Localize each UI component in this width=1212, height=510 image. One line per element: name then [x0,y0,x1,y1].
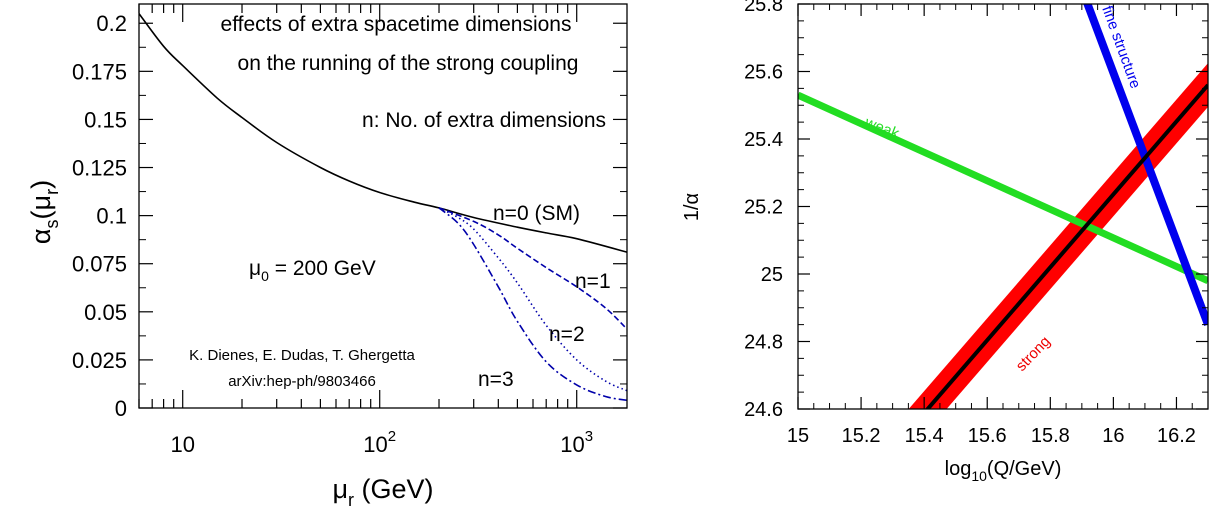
right-x-tick-label: 15.4 [905,425,944,447]
label-n3: n=3 [478,368,514,391]
left-x-axis-label: μr (GeV) [332,474,433,510]
left-tick-labels: 0 0.025 0.05 0.075 0.1 0.125 0.15 0.175 0.2 10 102… [72,11,593,457]
right-lines [798,4,1208,409]
right-x-tick-label: 15.6 [968,425,1007,447]
right-plot-frame [797,3,1209,410]
label-strong: strong [1013,333,1054,375]
left-chart: 0 0.025 0.05 0.075 0.1 0.125 0.15 0.175 0.2 10 102… [26,3,628,510]
strong-line [925,83,1208,409]
right-x-tick-label: 16 [1102,425,1124,447]
right-y-tick-label: 25.2 [744,197,783,219]
left-title-line2: on the running of the strong coupling [238,52,579,75]
left-y-tick-label: 0.175 [72,59,127,84]
mu0-label: μ0 = 200 GeV [249,257,376,284]
right-chart: 24.6 24.8 25 25.2 25.4 25.6 25.8 15 15.2 15.4 15.6… [681,0,1209,484]
left-y-tick-label: 0.15 [84,107,127,132]
left-axes-ticks [138,4,627,409]
right-x-tick-label: 15 [787,425,809,447]
left-x-tick-label: 10 [170,432,194,457]
weak-line [798,91,1208,284]
right-y-tick-label: 25 [761,264,783,286]
label-weak: weak [862,114,902,143]
right-x-axis-label: log10(Q/GeV) [945,458,1062,484]
left-curves [138,13,628,402]
right-y-tick-label: 24.8 [744,332,783,354]
left-y-tick-label: 0.2 [96,11,127,36]
left-y-tick-label: 0 [115,396,127,421]
right-x-tick-label: 16.2 [1157,425,1196,447]
left-series-line-1 [438,207,628,330]
authors-label: K. Dienes, E. Dudas, T. Ghergetta [189,347,415,364]
left-series-line-0 [138,13,628,253]
left-y-tick-label: 0.075 [72,252,127,277]
strong-band [908,63,1208,409]
right-y-tick-label: 25.4 [744,129,783,151]
left-series-line-3 [438,207,628,402]
left-y-tick-label: 0.125 [72,156,127,181]
left-y-tick-label: 0.1 [96,204,127,229]
arxiv-label: arXiv:hep-ph/9803466 [228,373,376,390]
right-x-tick-label: 15.8 [1031,425,1070,447]
left-x-tick-label: 102 [363,428,396,457]
left-y-axis-label: αs(μr) [26,180,62,244]
right-y-axis-label: 1/α [681,193,703,221]
label-n1: n=1 [575,270,611,293]
right-y-tick-label: 25.8 [744,0,783,16]
left-y-tick-label: 0.05 [84,300,127,325]
label-n2: n=2 [549,323,585,346]
right-y-tick-label: 24.6 [744,399,783,421]
left-y-tick-label: 0.025 [72,348,127,373]
right-y-tick-label: 25.6 [744,62,783,84]
label-n0: n=0 (SM) [493,202,580,225]
right-x-tick-label: 15.2 [842,425,881,447]
right-axes-ticks [797,3,1208,410]
fine-structure-line [1083,4,1208,327]
right-tick-labels: 24.6 24.8 25 25.2 25.4 25.6 25.8 15 15.2 15.4 15.6… [744,0,1196,447]
left-title-line1: effects of extra spacetime dimensions [221,13,572,36]
left-x-tick-label: 103 [560,428,593,457]
left-legend-note: n: No. of extra dimensions [362,109,606,132]
left-plot-frame [138,3,628,409]
